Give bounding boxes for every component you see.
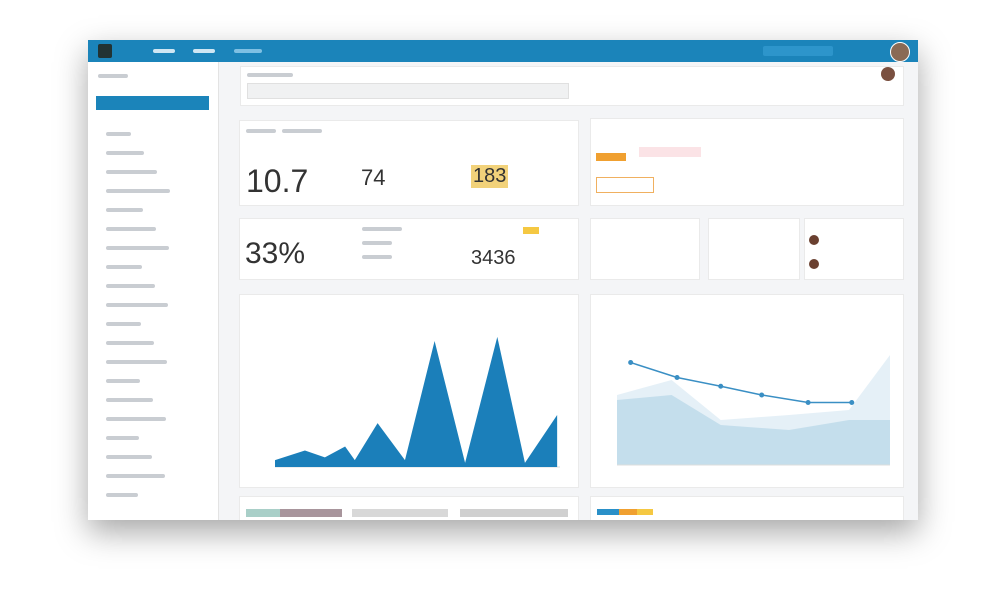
bar-segment bbox=[597, 509, 619, 515]
bottom-panel bbox=[590, 496, 904, 520]
sidebar-item[interactable] bbox=[106, 284, 155, 288]
stats-panel: 10.7 74 183 bbox=[239, 120, 579, 206]
sidebar-item[interactable] bbox=[106, 493, 138, 497]
summary-panel bbox=[590, 118, 904, 206]
app-window: 10.7 74 183 33% 3436 bbox=[88, 40, 918, 520]
label bbox=[362, 255, 392, 259]
point bbox=[674, 375, 680, 380]
bottom-panel bbox=[239, 496, 579, 520]
sidebar-item[interactable] bbox=[106, 303, 168, 307]
top-bar bbox=[88, 40, 918, 62]
bar-segment bbox=[637, 509, 653, 515]
sidebar-item[interactable] bbox=[106, 474, 165, 478]
search[interactable] bbox=[763, 46, 833, 56]
nav-item[interactable] bbox=[234, 49, 262, 53]
filter-title bbox=[247, 73, 293, 77]
sidebar-item[interactable] bbox=[106, 246, 169, 250]
sidebar-item[interactable] bbox=[106, 379, 140, 383]
bar-segment bbox=[280, 509, 342, 517]
label bbox=[362, 241, 392, 245]
area bbox=[275, 336, 558, 467]
logo bbox=[98, 44, 112, 58]
card bbox=[708, 218, 800, 280]
sidebar-item[interactable] bbox=[106, 398, 153, 402]
bar-segment bbox=[352, 509, 448, 517]
filter-bar bbox=[240, 66, 904, 106]
point bbox=[628, 360, 634, 365]
stat-value: 74 bbox=[361, 165, 386, 190]
card bbox=[804, 218, 904, 280]
sidebar-item[interactable] bbox=[106, 227, 156, 231]
sidebar-item[interactable] bbox=[106, 170, 157, 174]
charts bbox=[275, 336, 890, 468]
stats-panel: 33% 3436 bbox=[239, 218, 579, 280]
avatar bbox=[809, 235, 819, 245]
sidebar-button[interactable] bbox=[96, 96, 209, 110]
point bbox=[759, 392, 765, 398]
label bbox=[362, 227, 402, 231]
panel-title bbox=[246, 129, 276, 133]
sidebar-item[interactable] bbox=[106, 417, 166, 421]
bar-segment bbox=[619, 509, 637, 515]
point bbox=[718, 383, 724, 389]
sidebar-item[interactable] bbox=[106, 360, 167, 364]
avatar bbox=[809, 259, 819, 269]
tag bbox=[596, 153, 626, 161]
avatar[interactable] bbox=[881, 67, 895, 81]
sidebar-item[interactable] bbox=[106, 151, 144, 155]
bar-segment bbox=[246, 509, 280, 517]
sidebar-item[interactable] bbox=[106, 455, 152, 459]
sidebar-item[interactable] bbox=[106, 132, 131, 136]
sidebar-item[interactable] bbox=[106, 265, 142, 269]
point bbox=[805, 400, 811, 405]
sidebar-item[interactable] bbox=[106, 189, 170, 193]
point bbox=[849, 400, 855, 405]
sidebar-title bbox=[98, 74, 128, 78]
stat-value: 3436 bbox=[471, 247, 516, 269]
badge bbox=[523, 227, 539, 234]
area bbox=[617, 395, 890, 465]
sidebar-item[interactable] bbox=[106, 341, 154, 345]
avatar[interactable] bbox=[890, 42, 910, 62]
nav-item[interactable] bbox=[153, 49, 175, 53]
tag bbox=[639, 147, 701, 157]
panel-title bbox=[282, 129, 322, 133]
line bbox=[630, 361, 852, 404]
filter-tabs[interactable] bbox=[247, 83, 569, 99]
bar-segment bbox=[460, 509, 568, 517]
sidebar-item[interactable] bbox=[106, 208, 143, 212]
nav-item[interactable] bbox=[193, 49, 215, 53]
sidebar-item[interactable] bbox=[106, 322, 141, 326]
stat-value: 33% bbox=[245, 237, 306, 270]
tag bbox=[596, 177, 654, 193]
sidebar-item[interactable] bbox=[106, 436, 139, 440]
card bbox=[590, 218, 700, 280]
stat-value: 183 bbox=[471, 165, 509, 188]
sidebar bbox=[88, 62, 219, 520]
stat-value: 10.7 bbox=[246, 163, 309, 199]
